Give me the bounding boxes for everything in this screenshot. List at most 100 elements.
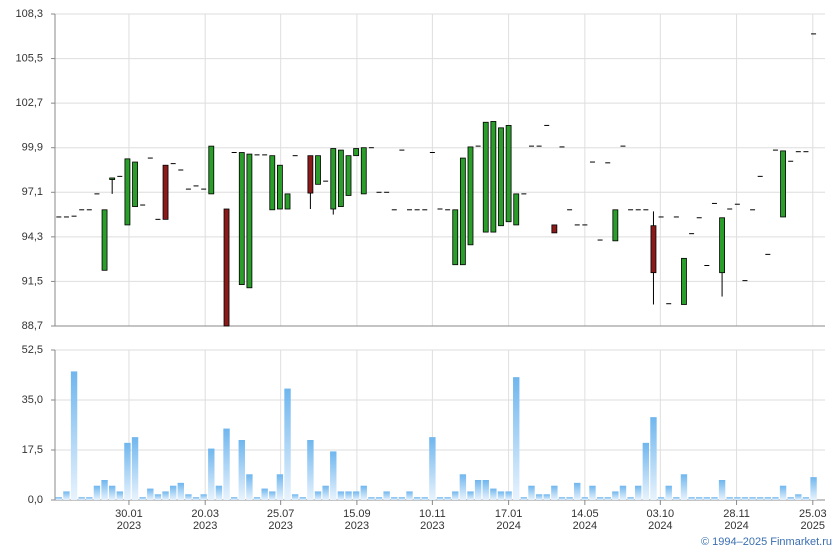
volume-bar <box>169 485 177 500</box>
y-tick-label: 35,0 <box>22 394 43 406</box>
x-tick-label: 25.07 <box>267 508 295 520</box>
x-tick-label: 25.03 <box>799 508 827 520</box>
volume-bar <box>86 497 93 500</box>
volume-bar <box>284 388 291 500</box>
volume-bar <box>93 485 101 500</box>
volume-bar <box>322 485 329 500</box>
candle-body <box>345 155 352 196</box>
candle-body <box>208 145 215 195</box>
volume-bar <box>421 497 428 500</box>
volume-bar <box>673 497 680 500</box>
volume-bar <box>444 497 451 500</box>
volume-bar <box>718 480 726 500</box>
volume-bar <box>657 497 665 500</box>
candle-body <box>681 257 687 305</box>
candle-body <box>132 161 138 208</box>
volume-bar <box>528 485 535 500</box>
candle-body <box>284 193 291 210</box>
volume-bar <box>124 442 131 500</box>
volume-bar <box>452 491 459 500</box>
volume-bar <box>108 485 116 500</box>
x-tick-label: 2024 <box>496 520 520 532</box>
volume-bar <box>162 491 169 500</box>
volume-bar <box>55 497 63 500</box>
candle-body <box>360 147 367 195</box>
x-tick-label: 2024 <box>648 520 672 532</box>
volume-bar <box>63 491 70 500</box>
x-tick-label: 2023 <box>193 520 217 532</box>
volume-bar <box>413 497 421 500</box>
volume-bar <box>474 480 482 500</box>
volume-bar <box>78 497 85 500</box>
volume-bar <box>566 497 573 500</box>
y-tick-label: 99,9 <box>22 142 43 154</box>
volume-bar <box>497 491 505 500</box>
volume-bar <box>535 494 543 500</box>
volume-bar <box>619 485 627 500</box>
x-tick-label: 30.01 <box>115 508 143 520</box>
volume-bar <box>246 474 253 500</box>
volume-bar <box>696 497 703 500</box>
y-tick-label: 52,5 <box>22 344 43 356</box>
volume-bar <box>581 497 589 500</box>
volume-bar <box>779 485 787 500</box>
candle-body <box>277 164 283 210</box>
volume-bar <box>131 437 139 500</box>
x-tick-label: 2024 <box>724 520 748 532</box>
candle-body <box>162 164 169 220</box>
y-tick-label: 91,5 <box>22 275 43 287</box>
candle-body <box>452 209 459 266</box>
volume-bar <box>223 428 230 500</box>
volume-bar <box>345 491 352 500</box>
volume-bar <box>360 485 367 500</box>
x-tick-label: 2025 <box>801 520 825 532</box>
x-tick-label: 28.11 <box>723 508 750 520</box>
volume-bar <box>200 494 207 500</box>
volume-bar <box>391 497 398 500</box>
candle-body <box>482 121 489 233</box>
candle-body <box>337 149 344 208</box>
volume-bar <box>253 497 261 500</box>
y-tick-label: 108,3 <box>15 8 43 20</box>
volume-bar <box>558 497 566 500</box>
volume-bar <box>436 497 444 500</box>
volume-bar <box>406 491 413 500</box>
y-tick-label: 17,5 <box>22 444 43 456</box>
x-tick-label: 2024 <box>573 520 597 532</box>
volume-bar <box>192 497 200 500</box>
volume-bar <box>307 440 314 500</box>
candle-body <box>246 153 253 289</box>
volume-bar <box>543 494 550 500</box>
x-tick-label: 2023 <box>420 520 444 532</box>
volume-bar <box>116 491 124 500</box>
candle-body <box>315 155 321 185</box>
volume-bar <box>513 377 520 500</box>
volume-bar <box>459 474 467 500</box>
volume-bar <box>291 494 299 500</box>
candle-body <box>551 224 558 234</box>
x-tick-label: 2023 <box>345 520 369 532</box>
volume-bar <box>741 497 749 500</box>
y-tick-label: 105,5 <box>15 52 43 64</box>
volume-bar <box>147 488 154 500</box>
volume-bar <box>101 480 108 500</box>
x-tick-label: 03.10 <box>647 508 675 520</box>
volume-bar <box>787 497 794 500</box>
volume-bar <box>215 485 223 500</box>
volume-bar <box>734 497 741 500</box>
volume-bar <box>726 497 733 500</box>
volume-bar <box>505 491 512 500</box>
copyright[interactable]: © 1994–2025 Finmarket.ru <box>701 536 832 548</box>
volume-bar <box>177 482 184 500</box>
volume-bar <box>352 491 360 500</box>
candle-body <box>612 209 619 242</box>
volume-bar <box>612 491 619 500</box>
candle-body <box>223 208 230 327</box>
volume-bar <box>383 491 390 500</box>
candle-body <box>505 125 512 223</box>
x-tick-label: 2023 <box>268 520 292 532</box>
candle-body <box>307 155 314 194</box>
y-tick-label: 88,7 <box>22 320 43 332</box>
y-tick-label: 94,3 <box>22 231 43 243</box>
